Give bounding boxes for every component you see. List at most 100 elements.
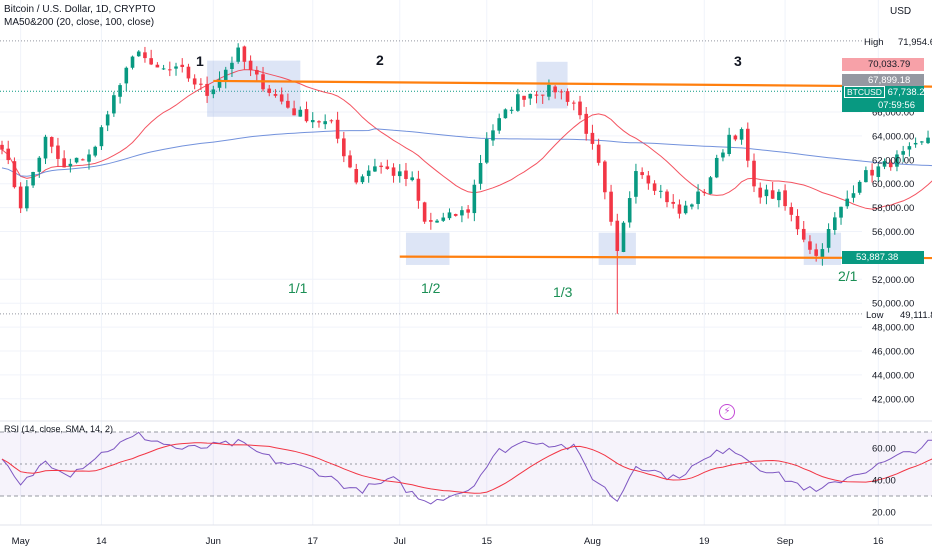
candle-body	[820, 249, 825, 258]
candle-body	[553, 86, 557, 93]
rsi-line	[1, 431, 932, 505]
candle-body	[746, 128, 750, 161]
price-tick-label: 60,000.00	[872, 179, 914, 190]
candle-body	[168, 69, 172, 71]
candle-body	[87, 154, 91, 162]
prev-close-value: 67,899.18	[868, 75, 911, 86]
candle-body	[733, 135, 738, 140]
candle-body	[62, 158, 66, 168]
candle-body	[248, 60, 253, 71]
candle-body	[789, 207, 794, 215]
moving-averages	[1, 69, 932, 210]
candle-body	[484, 138, 489, 163]
candle-body	[416, 178, 421, 201]
symbol-title[interactable]: Bitcoin / U.S. Dollar, 1D, CRYPTO	[4, 4, 156, 15]
candle-body	[192, 78, 197, 85]
price-tick-label: 46,000.00	[872, 347, 914, 358]
candlestick-series	[0, 43, 930, 314]
candle-body	[199, 83, 203, 85]
candle-body	[217, 79, 222, 88]
lightning-icon[interactable]: ⚡	[719, 404, 735, 420]
candle-body	[180, 64, 185, 67]
currency-label[interactable]: USD	[890, 6, 912, 17]
candle-body	[329, 120, 334, 122]
candle-body	[895, 154, 899, 167]
candle-body	[255, 69, 259, 75]
candle-body	[6, 148, 11, 161]
candle-body	[31, 171, 35, 186]
rsi-tick-label: 20.00	[872, 508, 896, 519]
candle-body	[317, 121, 321, 123]
candle-body	[273, 94, 278, 96]
candle-body	[671, 201, 676, 204]
candle-body	[876, 166, 881, 177]
candle-body	[174, 66, 178, 69]
stop-value: 70,033.79	[868, 59, 911, 70]
candle-body	[93, 146, 98, 156]
candle-body	[99, 127, 104, 147]
candle-body	[37, 157, 42, 172]
candle-body	[323, 121, 327, 125]
candle-body	[422, 202, 427, 222]
price-tick-label: 44,000.00	[872, 370, 914, 381]
candle-body	[801, 228, 806, 240]
candle-body	[864, 170, 868, 183]
time-tick-label: Aug	[584, 536, 601, 547]
price-tick-label: 52,000.00	[872, 275, 914, 286]
candle-body	[205, 83, 209, 96]
candle-body	[25, 186, 29, 209]
candle-body	[348, 155, 352, 168]
time-tick-label: 15	[481, 536, 492, 547]
time-tick-label: 17	[307, 536, 318, 547]
candle-body	[18, 186, 23, 209]
price-tick-label: 56,000.00	[872, 227, 914, 238]
price-tick-label: 48,000.00	[872, 323, 914, 334]
candle-body	[497, 118, 501, 131]
price-axis[interactable]: 66,000.00 64,000.00 62,000.00 60,000.00 58,0…	[872, 108, 914, 406]
trend-lines	[213, 79, 932, 260]
time-tick-label: 16	[873, 536, 884, 547]
ma-indicator-legend[interactable]: MA50&200 (20, close, 100, close)	[4, 17, 155, 28]
candle-body	[404, 170, 408, 179]
candle-body	[634, 171, 638, 197]
candle-body	[279, 94, 284, 102]
candle-body	[565, 91, 570, 102]
candle-body	[379, 165, 383, 168]
bottom-3-label: 1/3	[553, 284, 573, 300]
high-tag: High 71,954.66	[842, 36, 932, 49]
time-tick-label: Jun	[206, 536, 221, 547]
candle-body	[335, 119, 340, 139]
candle-body	[80, 159, 85, 161]
candle-body	[460, 210, 464, 216]
candle-body	[391, 167, 396, 176]
candle-body	[503, 109, 508, 119]
candle-body	[74, 157, 79, 163]
candle-body	[783, 190, 787, 207]
candle-body	[690, 204, 694, 207]
bottom-1-label: 1/1	[288, 280, 308, 296]
candle-body	[683, 205, 688, 214]
candle-body	[839, 206, 843, 218]
candle-body	[453, 214, 458, 216]
candle-body	[410, 177, 414, 181]
candle-body	[696, 191, 700, 204]
time-axis[interactable]: May14Jun17Jul15Aug19Sep16Oct14Nov18	[12, 536, 932, 547]
candle-body	[528, 93, 533, 99]
candle-body	[342, 138, 346, 157]
candle-body	[627, 198, 632, 223]
candle-body	[466, 209, 470, 213]
candle-body	[578, 101, 582, 116]
peak-2-label: 2	[376, 52, 384, 68]
candle-body	[534, 94, 539, 96]
candle-body	[124, 67, 129, 84]
price-tick-label: 64,000.00	[872, 131, 914, 142]
rsi-legend[interactable]: RSI (14, close, SMA, 14, 2)	[4, 424, 114, 434]
last-price-tag: BTCUSD 67,738.22 07:59:56	[842, 86, 930, 112]
candle-body	[603, 161, 607, 193]
candle-body	[584, 113, 589, 134]
candle-body	[901, 151, 905, 155]
time-tick-label: May	[12, 536, 30, 547]
pattern-box	[207, 60, 301, 117]
pattern-box	[536, 61, 568, 109]
